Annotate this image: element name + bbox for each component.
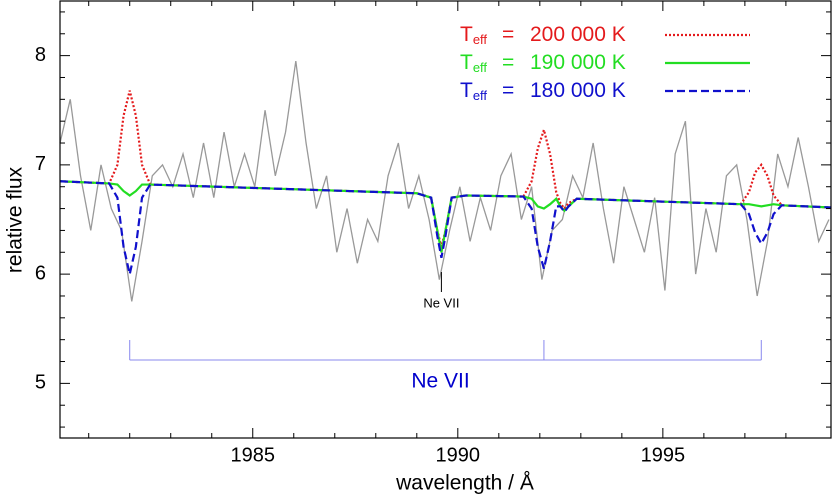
y-tick-label: 6: [35, 262, 46, 284]
series-line: [59, 180, 832, 253]
legend-label: Teff = 200 000 K: [460, 23, 626, 48]
legend-value: 180 000 K: [530, 79, 626, 102]
x-axis-title: wavelength / Å: [395, 472, 534, 495]
x-tick-label: 1985: [231, 444, 276, 466]
legend-equals: =: [502, 23, 514, 46]
x-tick-label: 1990: [436, 444, 481, 466]
legend-equals: =: [502, 51, 514, 74]
legend-symbol: T: [460, 51, 473, 74]
annotation-label: Ne VII: [423, 295, 459, 310]
legend-subscript: eff: [473, 32, 488, 47]
legend-subscript: eff: [473, 60, 488, 75]
x-tick-label: 1995: [641, 444, 686, 466]
legend-equals: =: [502, 79, 514, 102]
legend-label: Teff = 190 000 K: [460, 51, 626, 76]
series-line: [59, 60, 830, 302]
y-tick-label: 7: [35, 153, 46, 175]
legend-label: Teff = 180 000 K: [460, 79, 626, 104]
legend-subscript: eff: [473, 88, 488, 103]
series-line: [59, 90, 832, 248]
bracket-label: Ne VII: [411, 370, 469, 393]
legend-symbol: T: [460, 23, 473, 46]
legend-value: 200 000 K: [530, 23, 626, 46]
y-axis-title: relative flux: [4, 166, 27, 273]
series-line: [59, 180, 832, 275]
y-tick-label: 5: [35, 372, 46, 394]
legend-value: 190 000 K: [530, 51, 626, 74]
plot-frame: [59, 0, 832, 439]
legend-symbol: T: [460, 79, 473, 102]
y-tick-label: 8: [35, 44, 46, 66]
